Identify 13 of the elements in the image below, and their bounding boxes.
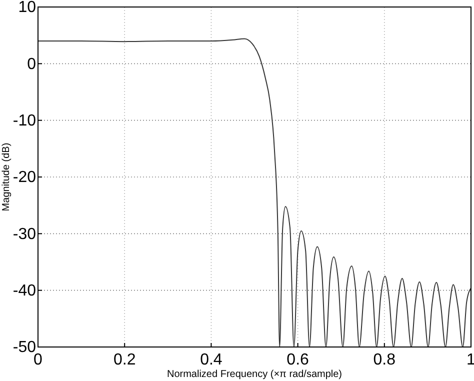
y-tick-label: 0 bbox=[27, 56, 36, 73]
y-axis-title: Magnitude (dB) bbox=[1, 142, 12, 212]
x-tick-label: 0.4 bbox=[200, 351, 222, 368]
y-tick-label: -20 bbox=[12, 169, 36, 186]
x-tick-label: 0.6 bbox=[286, 351, 310, 368]
y-tick-label: -40 bbox=[12, 282, 36, 300]
x-tick-label: 0.8 bbox=[373, 351, 396, 368]
x-axis-title: Normalized Frequency (×π rad/sample) bbox=[166, 369, 342, 380]
y-tick-label: -30 bbox=[12, 226, 36, 243]
x-tick-label: 0.2 bbox=[113, 351, 136, 368]
y-tick-label: 10 bbox=[18, 0, 36, 16]
line-series bbox=[38, 38, 471, 347]
y-tick-label: -10 bbox=[12, 112, 36, 130]
